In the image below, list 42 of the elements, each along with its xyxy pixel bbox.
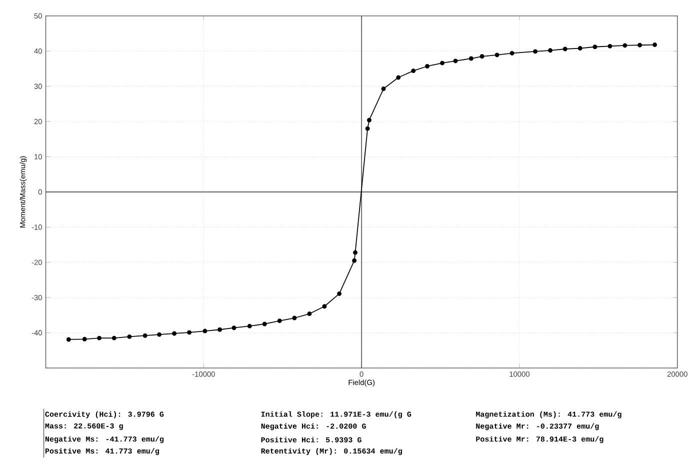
point — [353, 250, 358, 255]
point — [232, 326, 236, 330]
point — [453, 58, 458, 64]
point — [381, 86, 386, 92]
point — [97, 336, 102, 341]
point — [365, 126, 370, 132]
point — [218, 328, 222, 332]
point — [480, 54, 484, 59]
point — [127, 334, 132, 340]
point — [562, 47, 568, 52]
point — [337, 292, 342, 296]
point — [187, 330, 192, 335]
point — [247, 324, 252, 329]
point — [157, 332, 162, 338]
point — [366, 118, 372, 123]
point — [352, 258, 357, 264]
point — [172, 332, 177, 336]
point — [425, 64, 430, 69]
point — [494, 52, 500, 58]
point — [396, 76, 401, 80]
point — [142, 334, 148, 338]
point — [411, 68, 416, 74]
point — [322, 304, 327, 309]
point — [307, 312, 312, 316]
point — [533, 49, 538, 54]
point — [66, 337, 71, 342]
point — [608, 44, 612, 49]
point — [548, 48, 552, 53]
point — [578, 46, 582, 51]
point — [440, 61, 444, 66]
point — [622, 43, 628, 48]
point — [592, 44, 598, 50]
point — [112, 336, 116, 341]
point — [638, 43, 642, 48]
point — [202, 329, 208, 334]
point — [277, 318, 282, 324]
point — [262, 322, 267, 326]
point — [292, 316, 297, 320]
point — [82, 337, 87, 342]
point — [468, 56, 474, 61]
point — [510, 51, 514, 56]
point — [652, 42, 658, 48]
